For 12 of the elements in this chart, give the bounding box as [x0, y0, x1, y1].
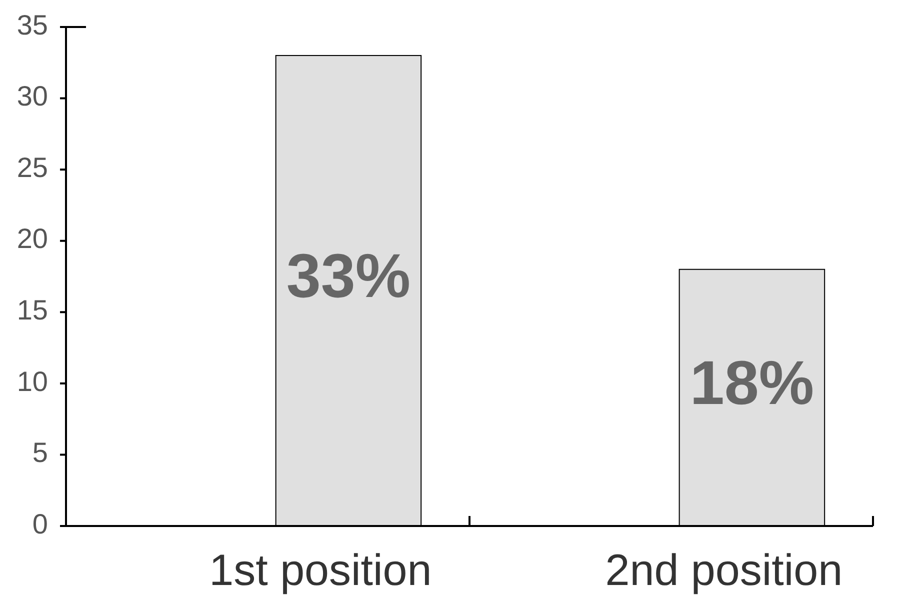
x-tick-label: 2nd position: [605, 546, 843, 595]
y-tick-label: 25: [16, 152, 48, 183]
y-tick-label: 10: [16, 366, 48, 397]
data-label: 18%: [690, 349, 814, 418]
y-tick-label: 30: [16, 80, 48, 112]
y-tick-label: 0: [32, 508, 48, 540]
y-tick-label: 15: [16, 294, 48, 326]
y-tick-label: 20: [16, 223, 48, 254]
y-tick-label: 5: [32, 437, 48, 468]
x-tick-label: 1st position: [209, 546, 432, 595]
data-label: 33%: [286, 242, 410, 312]
y-tick-label: 35: [16, 9, 48, 40]
